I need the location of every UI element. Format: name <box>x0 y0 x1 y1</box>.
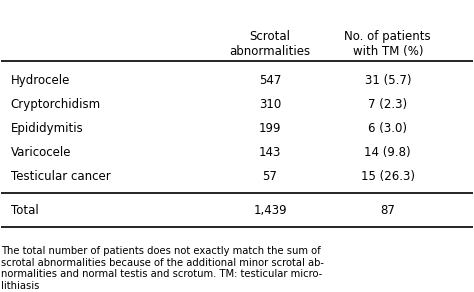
Text: 14 (9.8): 14 (9.8) <box>365 146 411 159</box>
Text: Total: Total <box>11 204 38 217</box>
Text: 547: 547 <box>259 74 281 87</box>
Text: Cryptorchidism: Cryptorchidism <box>11 98 101 111</box>
Text: 199: 199 <box>259 122 281 135</box>
Text: 310: 310 <box>259 98 281 111</box>
Text: 1,439: 1,439 <box>253 204 287 217</box>
Text: 87: 87 <box>380 204 395 217</box>
Text: 7 (2.3): 7 (2.3) <box>368 98 407 111</box>
Text: Epididymitis: Epididymitis <box>11 122 83 135</box>
Text: 57: 57 <box>263 170 277 183</box>
Text: The total number of patients does not exactly match the sum of
scrotal abnormali: The total number of patients does not ex… <box>1 246 324 291</box>
Text: Hydrocele: Hydrocele <box>11 74 70 87</box>
Text: 15 (26.3): 15 (26.3) <box>361 170 415 183</box>
Text: 31 (5.7): 31 (5.7) <box>365 74 411 87</box>
Text: Testicular cancer: Testicular cancer <box>11 170 110 183</box>
Text: Varicocele: Varicocele <box>11 146 71 159</box>
Text: 6 (3.0): 6 (3.0) <box>368 122 407 135</box>
Text: Scrotal
abnormalities: Scrotal abnormalities <box>229 30 310 58</box>
Text: No. of patients
with TM (%): No. of patients with TM (%) <box>345 30 431 58</box>
Text: 143: 143 <box>259 146 281 159</box>
